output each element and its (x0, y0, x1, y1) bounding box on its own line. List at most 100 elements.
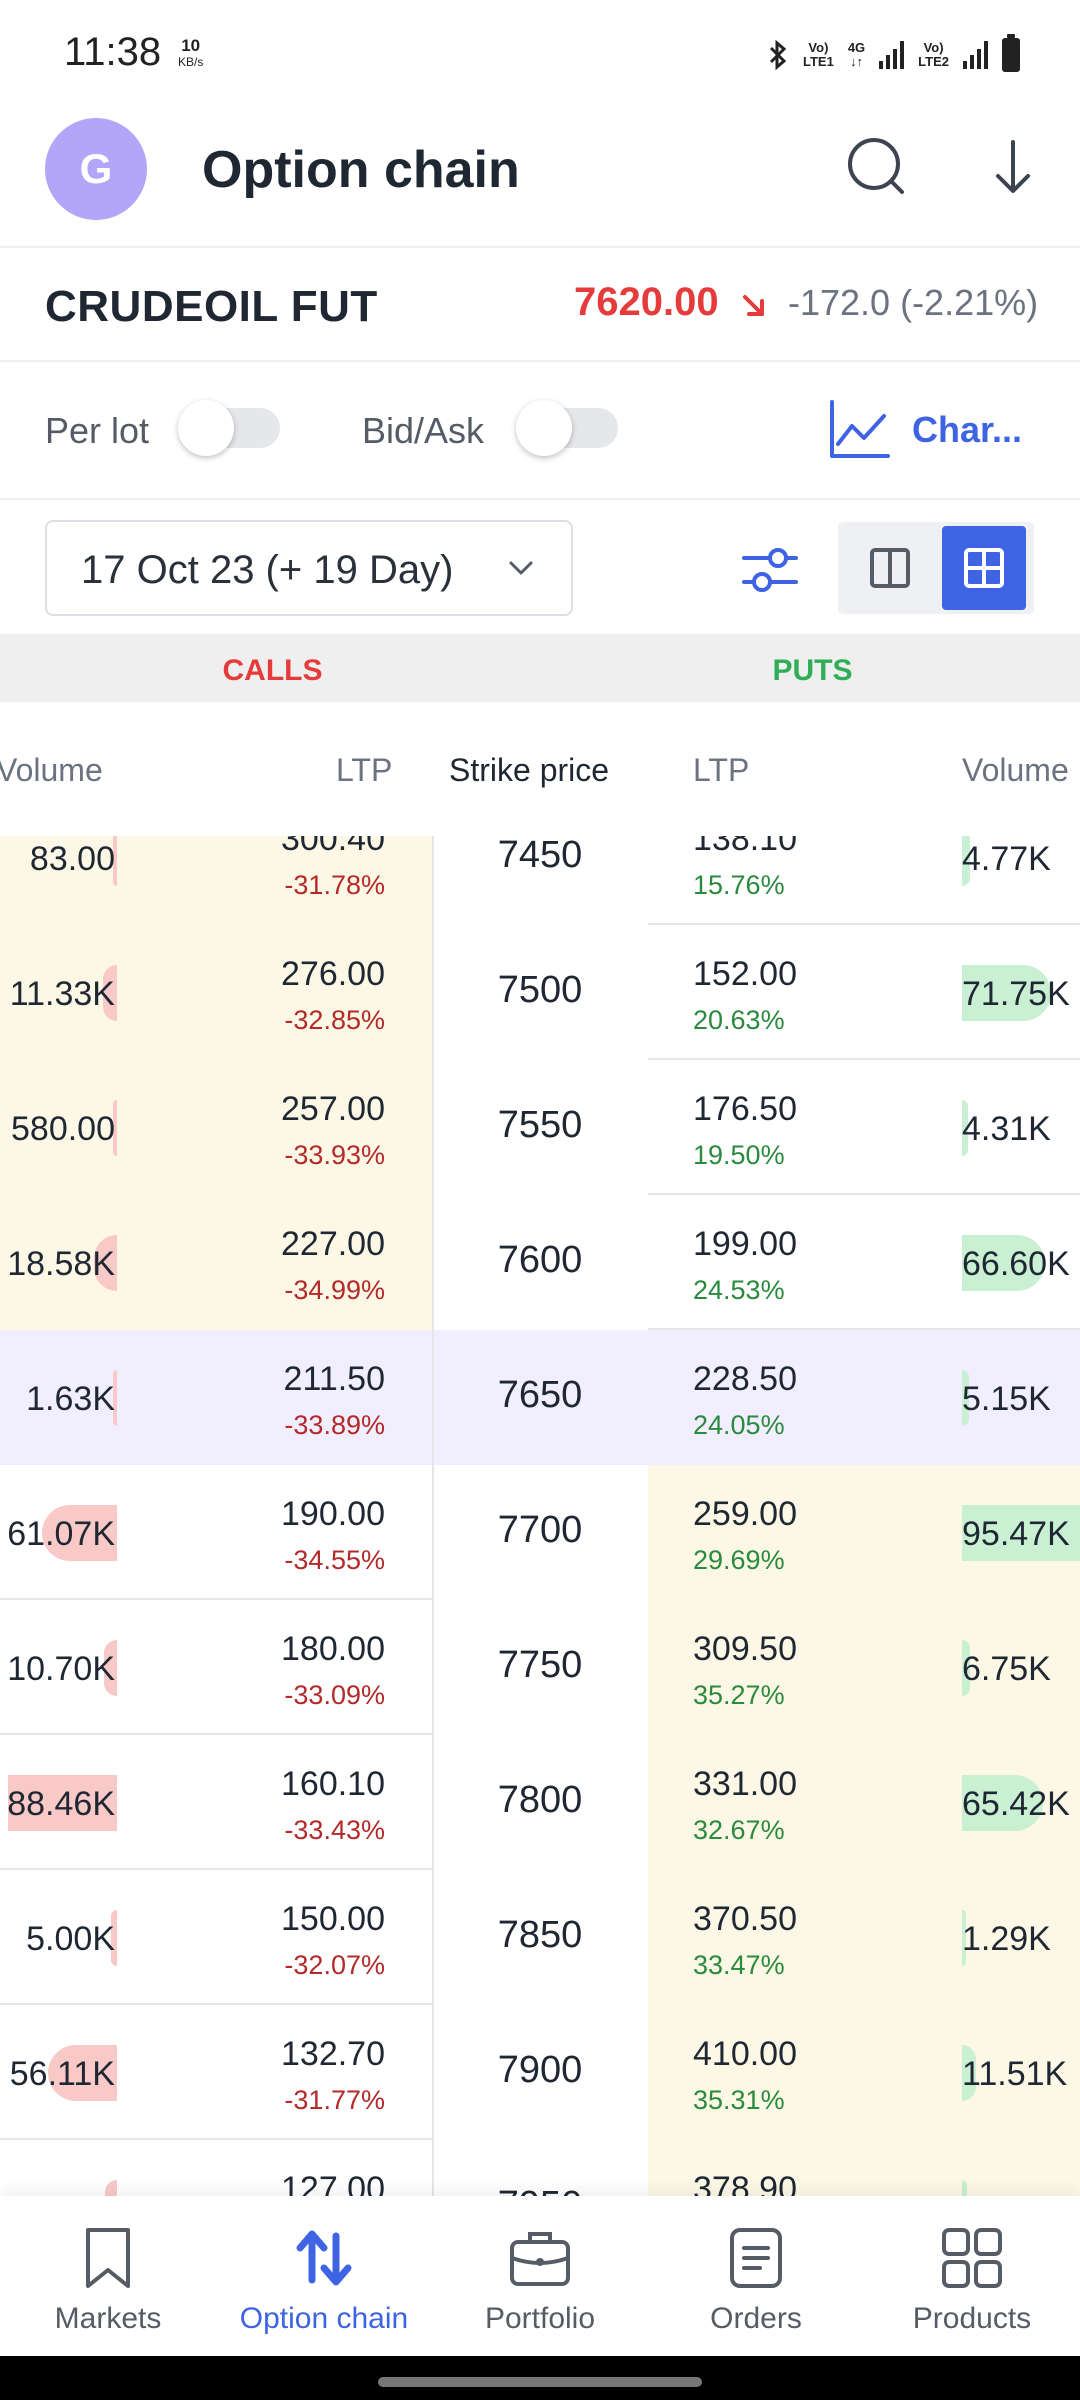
nav-portfolio[interactable]: Portfolio (432, 2196, 648, 2356)
table-row[interactable]: 10.70K 180.00 -33.09% 7750 309.50 35.27% 6.75K (0, 1600, 1080, 1735)
grid-view-button[interactable] (942, 526, 1026, 610)
swap-arrows-icon (296, 2230, 352, 2286)
option-chain-table[interactable]: 83.00 300.40 -31.78% 7450 138.10 15.76% 4.77K 1… (0, 836, 1080, 2196)
table-row[interactable]: 56.11K 132.70 -31.77% 7900 410.00 35.31% 11.51… (0, 2005, 1080, 2140)
table-row[interactable]: 1.63K 211.50 -33.89% 7650 228.50 24.05% 5.15K (0, 1330, 1080, 1465)
home-gesture-pill[interactable] (378, 2377, 702, 2387)
bluetooth-icon (769, 39, 787, 71)
table-row[interactable]: 9.60K127.00-30.12%7950378.9030.10%4.00K (0, 2140, 1080, 2196)
put-volume: 4.31K (962, 1110, 1051, 1148)
put-ltp[interactable]: 199.00 (693, 1225, 797, 1263)
put-volume: 95.47K (962, 1515, 1070, 1553)
bottom-nav: Markets Option chain Portfolio Orders (0, 2196, 1080, 2356)
call-ltp[interactable]: 160.10 (281, 1765, 385, 1803)
put-ltp[interactable]: 138.10 (693, 836, 797, 858)
put-ltp[interactable]: 228.50 (693, 1360, 797, 1398)
strike-price: 7950 (432, 2184, 648, 2196)
put-ltp[interactable]: 370.50 (693, 1900, 797, 1938)
nav-markets[interactable]: Markets (0, 2196, 216, 2356)
call-volume: 61.07K (7, 1515, 115, 1553)
strike-cell-bg (432, 1465, 648, 1600)
call-volume: 9.60K (26, 2190, 115, 2196)
call-ltp[interactable]: 300.40 (281, 836, 385, 858)
grid-apps-icon (942, 2228, 1002, 2288)
line-chart-icon (830, 400, 890, 458)
split-view-button[interactable] (848, 526, 932, 610)
strike-price: 7800 (497, 1779, 583, 1821)
search-icon[interactable] (842, 132, 912, 202)
table-row[interactable]: 5.00K 150.00 -32.07% 7850 370.50 33.47% 1.29K (0, 1870, 1080, 2005)
call-ltp[interactable]: 276.00 (281, 955, 385, 993)
call-change: -31.77% (284, 2085, 385, 2115)
put-volume: 66.60K (962, 1245, 1070, 1283)
view-mode-toggle (838, 522, 1034, 614)
put-volume: 4.00K (962, 2190, 1051, 2196)
put-ltp[interactable]: 152.00 (693, 955, 797, 993)
nav-markets-label: Markets (54, 2302, 162, 2335)
call-ltp-header[interactable]: LTP (336, 752, 393, 788)
put-ltp[interactable]: 331.00 (693, 1765, 797, 1803)
put-ltp[interactable]: 259.00 (693, 1495, 797, 1533)
strike-price: 7700 (497, 1509, 583, 1551)
table-row[interactable]: 18.58K 227.00 -34.99% 7600 199.00 24.53% 66.60… (0, 1195, 1080, 1330)
call-volume: 11.33K (9, 975, 115, 1013)
call-ltp[interactable]: 127.00 (281, 2170, 385, 2196)
call-volume-bar (104, 1640, 117, 1696)
expiry-dropdown[interactable]: 17 Oct 23 (+ 19 Day) (45, 520, 573, 616)
put-volume-header[interactable]: Volume (962, 752, 1069, 788)
put-cell-bg (648, 2005, 1080, 2140)
strike-price: 7450 (497, 836, 583, 876)
call-ltp[interactable]: 257.00 (281, 1090, 385, 1128)
nav-products[interactable]: Products (864, 2196, 1080, 2356)
call-ltp[interactable]: 180.00 (281, 1630, 385, 1668)
chevron-down-icon (509, 561, 533, 575)
call-volume: 56.11K (9, 2055, 115, 2093)
chart-button[interactable]: Char... (826, 398, 1022, 462)
per-lot-toggle[interactable] (178, 400, 280, 456)
call-cell-bg (0, 836, 432, 925)
put-ltp[interactable]: 309.50 (693, 1630, 797, 1668)
table-row[interactable]: 83.00 300.40 -31.78% 7450 138.10 15.76% 4.77K (0, 836, 1080, 925)
status-time: 11:38 (64, 30, 162, 74)
strike-cell-bg (432, 1735, 648, 1870)
call-change: -31.78% (284, 870, 385, 900)
call-ltp[interactable]: 132.70 (281, 2035, 385, 2073)
call-volume-header[interactable]: Volume (0, 752, 103, 788)
table-row[interactable]: 88.46K 160.10 -33.43% 7800 331.00 32.67% 65.42… (0, 1735, 1080, 1870)
call-volume: 88.46K (7, 1785, 115, 1823)
put-volume-bar (962, 1235, 1045, 1291)
call-ltp[interactable]: 227.00 (281, 1225, 385, 1263)
call-ltp[interactable]: 150.00 (281, 1900, 385, 1938)
put-ltp-header[interactable]: LTP (693, 752, 750, 788)
call-ltp[interactable]: 211.50 (283, 1360, 385, 1398)
nav-option-chain[interactable]: Option chain (216, 2196, 432, 2356)
put-volume: 4.77K (962, 840, 1051, 878)
bid-ask-toggle[interactable] (516, 400, 618, 456)
nav-orders[interactable]: Orders (648, 2196, 864, 2356)
call-change: -32.85% (284, 1005, 385, 1035)
table-row[interactable]: 11.33K 276.00 -32.85% 7500 152.00 20.63% 71.75… (0, 925, 1080, 1060)
instrument-summary[interactable]: CRUDEOIL FUT 7620.00 -172.0 (-2.21%) (0, 250, 1080, 362)
put-ltp[interactable]: 410.00 (693, 2035, 797, 2073)
table-row[interactable]: 61.07K 190.00 -34.55% 7700 259.00 29.69% 95.47… (0, 1465, 1080, 1600)
network-speed-value: 10 (181, 36, 201, 55)
put-change: 29.69% (693, 1545, 785, 1575)
call-volume-bar (111, 1910, 117, 1966)
put-volume-bar (962, 1775, 1044, 1831)
put-change: 33.47% (693, 1950, 785, 1980)
bid-ask-label: Bid/Ask (362, 410, 485, 451)
call-change: -32.07% (284, 1950, 385, 1980)
filter-settings-icon[interactable] (740, 540, 800, 600)
put-ltp[interactable]: 176.50 (693, 1090, 797, 1128)
avatar[interactable]: G (45, 118, 147, 220)
call-change: -33.43% (284, 1815, 385, 1845)
table-row[interactable]: 580.00 257.00 -33.93% 7550 176.50 19.50% 4.31K (0, 1060, 1080, 1195)
download-icon[interactable] (978, 132, 1048, 202)
put-ltp[interactable]: 378.90 (693, 2170, 797, 2196)
put-cell-bg (648, 1870, 1080, 2005)
put-volume-bar (962, 1640, 971, 1696)
put-change: 24.53% (693, 1275, 785, 1305)
per-lot-label: Per lot (45, 410, 150, 451)
call-ltp[interactable]: 190.00 (281, 1495, 385, 1533)
call-volume-bar (102, 965, 117, 1021)
